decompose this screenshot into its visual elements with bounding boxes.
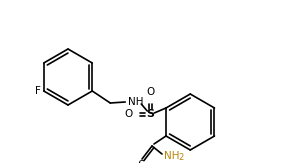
- Text: NH: NH: [164, 151, 179, 161]
- Text: O: O: [124, 109, 132, 119]
- Text: S: S: [138, 160, 144, 163]
- Text: 2: 2: [178, 153, 183, 162]
- Text: O: O: [146, 87, 154, 97]
- Text: F: F: [35, 86, 41, 96]
- Text: S: S: [146, 109, 154, 119]
- Text: NH: NH: [128, 97, 144, 107]
